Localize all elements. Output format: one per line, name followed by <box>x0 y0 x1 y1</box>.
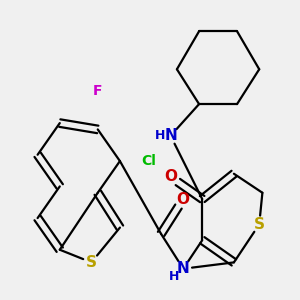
Text: S: S <box>86 255 97 270</box>
Text: Cl: Cl <box>141 154 156 168</box>
Text: H: H <box>169 270 179 283</box>
Text: S: S <box>254 217 265 232</box>
Text: O: O <box>177 192 190 207</box>
Text: O: O <box>164 169 177 184</box>
Text: H: H <box>154 129 165 142</box>
Text: N: N <box>164 128 177 143</box>
Text: F: F <box>93 84 103 98</box>
Text: N: N <box>177 261 190 276</box>
